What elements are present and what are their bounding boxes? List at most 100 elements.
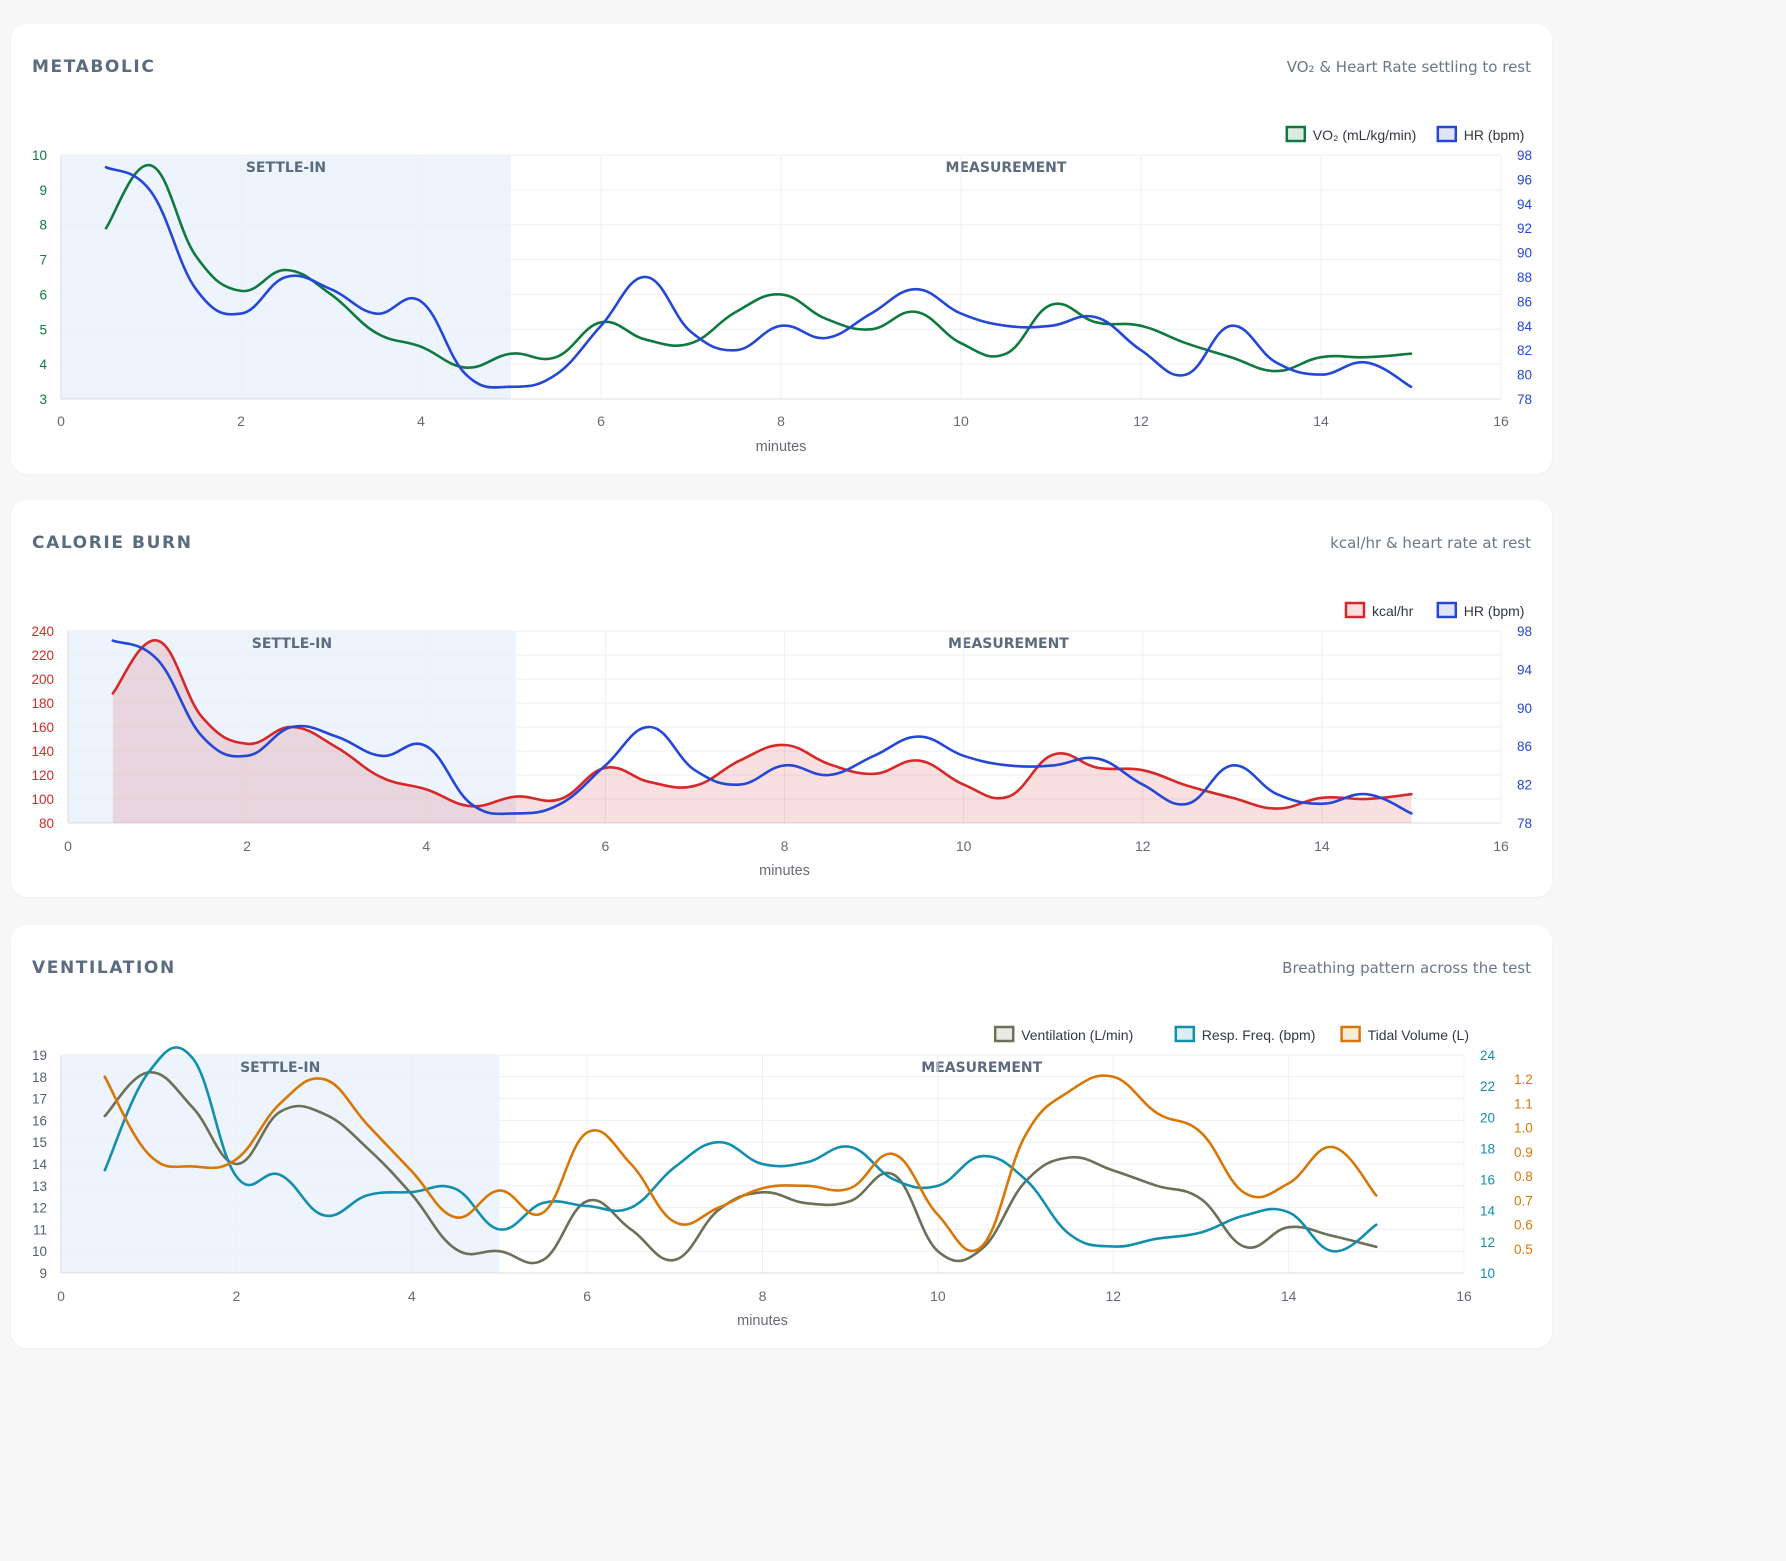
y-tick-label: 22 — [1480, 1079, 1495, 1094]
legend-swatch — [1174, 1025, 1196, 1043]
y-tick-label: 14 — [32, 1157, 48, 1172]
y-tick-label: 0.5 — [1514, 1242, 1533, 1257]
legend-label: HR (bpm) — [1464, 127, 1525, 143]
x-tick-label: 10 — [956, 838, 972, 854]
y-tick-label: 84 — [1517, 319, 1533, 334]
series-area — [112, 640, 1412, 823]
y-tick-label: 90 — [1517, 701, 1532, 716]
legend-swatch — [1344, 601, 1366, 619]
legend-swatch — [993, 1025, 1015, 1043]
y-tick-label: 7 — [39, 253, 47, 268]
card-subtitle: VO₂ & Heart Rate settling to rest — [1286, 58, 1531, 76]
y-tick-label: 5 — [39, 322, 47, 337]
y-tick-label: 9 — [39, 1266, 47, 1281]
y-tick-label: 160 — [31, 720, 54, 735]
y-tick-label: 1.2 — [1514, 1072, 1533, 1087]
x-tick-label: 8 — [777, 413, 785, 429]
y-tick-label: 16 — [1480, 1173, 1495, 1188]
x-tick-label: 2 — [232, 1288, 240, 1304]
x-tick-label: 6 — [597, 413, 605, 429]
y-tick-label: 78 — [1517, 392, 1532, 407]
x-tick-label: 4 — [417, 413, 425, 429]
y-tick-label: 100 — [31, 792, 54, 807]
y-tick-label: 10 — [1480, 1266, 1495, 1281]
y-tick-label: 0.7 — [1514, 1193, 1533, 1208]
ventilation-card: VENTILATION Breathing pattern across the… — [11, 925, 1552, 1348]
x-tick-label: 0 — [64, 838, 72, 854]
x-tick-label: 2 — [243, 838, 251, 854]
y-tick-label: 180 — [31, 696, 54, 711]
metabolic-card: METABOLIC VO₂ & Heart Rate settling to r… — [11, 24, 1552, 474]
y-tick-label: 14 — [1480, 1204, 1496, 1219]
y-tick-label: 98 — [1517, 624, 1532, 639]
y-tick-label: 200 — [31, 672, 54, 687]
calorie-burn-chart: SETTLE-IN MEASUREMENT 0 2 4 6 8 10 12 14 16 80 100 12… — [31, 601, 1533, 879]
y-tick-label: 0.6 — [1514, 1218, 1533, 1233]
y-tick-label: 18 — [1480, 1141, 1495, 1156]
y-tick-label: 15 — [32, 1135, 47, 1150]
legend-label: HR (bpm) — [1464, 603, 1525, 619]
legend-swatch — [1436, 601, 1458, 619]
x-tick-label: 8 — [759, 1288, 767, 1304]
y-tick-label: 80 — [39, 816, 54, 831]
legend-label: kcal/hr — [1372, 603, 1414, 619]
legend-label: VO₂ (mL/kg/min) — [1313, 127, 1416, 143]
legend-swatch — [1285, 125, 1307, 143]
x-tick-label: 14 — [1313, 413, 1329, 429]
card-subtitle: kcal/hr & heart rate at rest — [1330, 534, 1531, 552]
y-tick-label: 78 — [1517, 816, 1532, 831]
y-tick-label: 17 — [32, 1092, 47, 1107]
series-line — [104, 165, 1413, 389]
series-line — [111, 639, 1413, 816]
y-tick-label: 96 — [1517, 172, 1532, 187]
card-title: METABOLIC — [32, 57, 156, 77]
y-tick-label: 19 — [32, 1048, 47, 1063]
legend-swatch — [1340, 1025, 1361, 1043]
x-axis-label: minutes — [737, 1313, 788, 1329]
y-tick-label: 12 — [1480, 1235, 1495, 1250]
y-tick-label: 82 — [1517, 343, 1532, 358]
zone-label: SETTLE-IN — [246, 160, 326, 176]
series-line — [103, 1074, 1378, 1253]
calorie-burn-card: CALORIE BURN kcal/hr & heart rate at res… — [11, 500, 1552, 897]
y-tick-label: 16 — [32, 1113, 47, 1128]
y-tick-label: 4 — [39, 357, 47, 372]
x-axis-label: minutes — [759, 863, 810, 879]
x-tick-label: 12 — [1133, 413, 1149, 429]
legend-swatch — [1436, 125, 1458, 143]
y-tick-label: 18 — [32, 1070, 47, 1085]
x-tick-label: 8 — [781, 838, 789, 854]
y-tick-label: 20 — [1480, 1110, 1495, 1125]
y-tick-label: 9 — [39, 183, 47, 198]
legend-label: Tidal Volume (L) — [1368, 1027, 1469, 1043]
x-tick-label: 6 — [601, 838, 609, 854]
x-tick-label: 10 — [930, 1288, 946, 1304]
x-tick-label: 2 — [237, 413, 245, 429]
series-line — [103, 1046, 1378, 1253]
card-subtitle: Breathing pattern across the test — [1282, 959, 1531, 977]
y-tick-label: 6 — [39, 287, 47, 302]
y-tick-label: 92 — [1517, 221, 1532, 236]
y-tick-label: 94 — [1517, 662, 1533, 677]
x-tick-label: 12 — [1105, 1288, 1121, 1304]
y-tick-label: 140 — [31, 744, 54, 759]
y-tick-label: 0.9 — [1514, 1145, 1533, 1160]
y-tick-label: 0.8 — [1514, 1169, 1533, 1184]
y-tick-label: 10 — [32, 1244, 47, 1259]
y-tick-label: 98 — [1517, 148, 1532, 163]
y-tick-label: 13 — [32, 1179, 47, 1194]
card-title: VENTILATION — [32, 958, 176, 978]
x-axis-label: minutes — [756, 439, 807, 455]
y-tick-label: 1.0 — [1514, 1121, 1533, 1136]
y-tick-label: 88 — [1517, 270, 1532, 285]
x-tick-label: 16 — [1493, 413, 1509, 429]
x-tick-label: 16 — [1456, 1288, 1472, 1304]
series-line — [111, 639, 1413, 810]
x-tick-label: 4 — [408, 1288, 416, 1304]
x-tick-label: 12 — [1135, 838, 1151, 854]
y-tick-label: 120 — [31, 768, 54, 783]
zone-label: SETTLE-IN — [252, 636, 332, 652]
zone-label: MEASUREMENT — [946, 160, 1067, 176]
